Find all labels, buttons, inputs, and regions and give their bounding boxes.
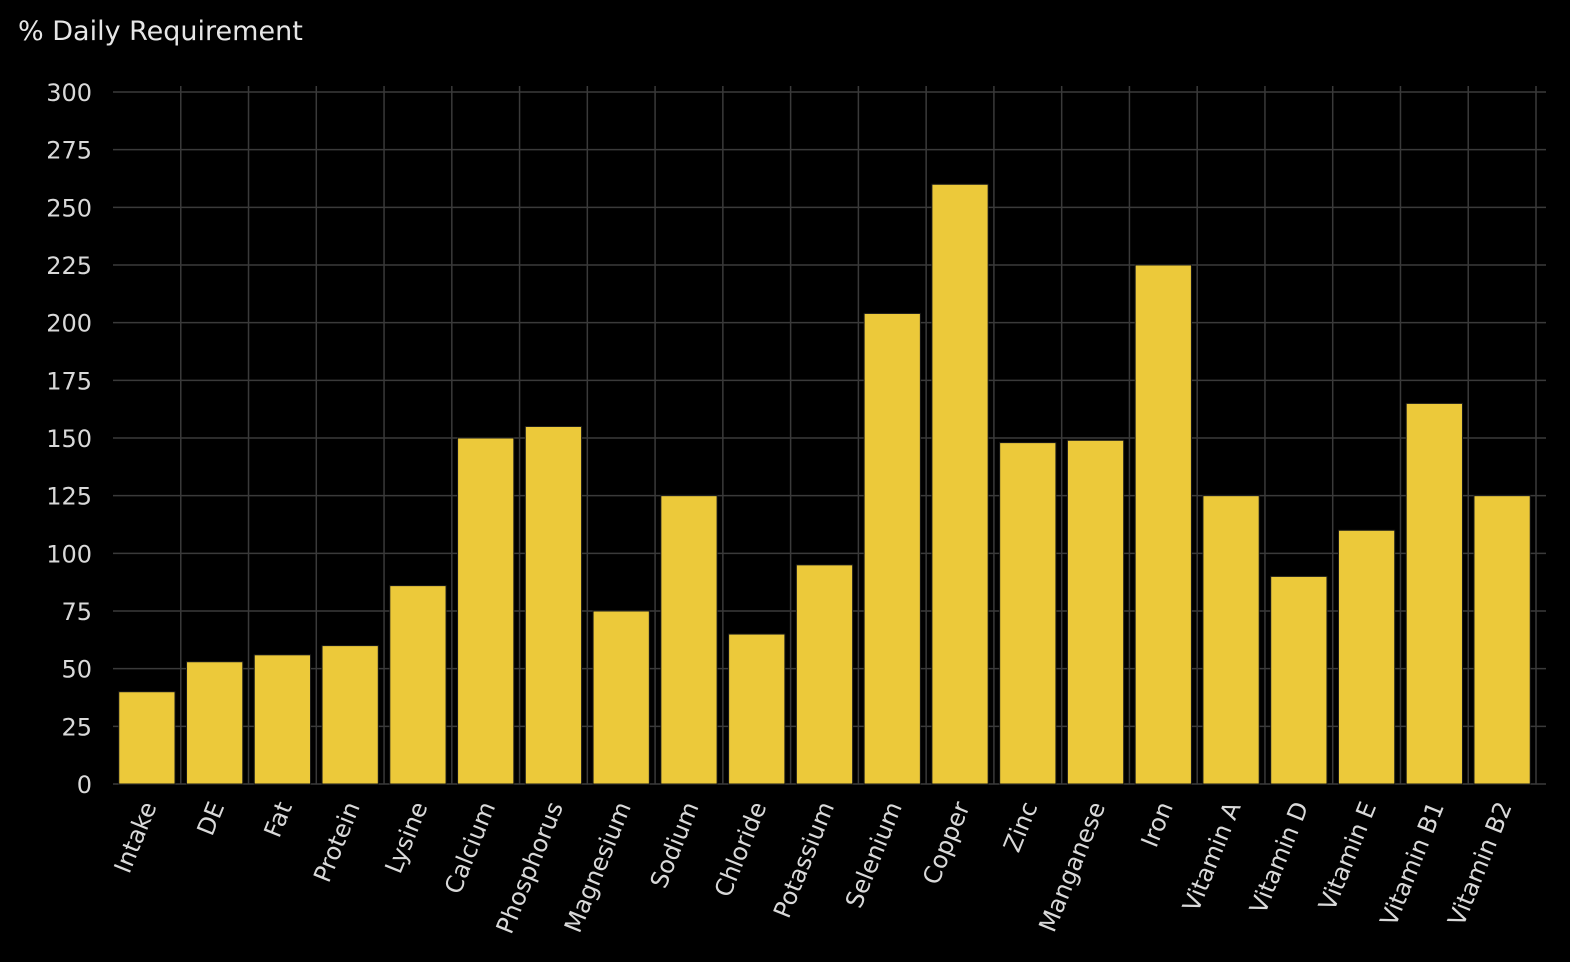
x-tick-label: Potassium — [768, 798, 840, 922]
x-tick-label: Vitamin E — [1313, 798, 1382, 915]
x-tick-label: Zinc — [998, 798, 1043, 856]
bars — [118, 183, 1531, 785]
y-tick-label: 25 — [61, 713, 92, 741]
x-tick-label: Vitamin D — [1244, 798, 1314, 918]
bar-protein — [321, 645, 379, 785]
bar-manganese — [1066, 439, 1125, 785]
bar-magnesium — [592, 610, 650, 785]
bar-phosphorus — [524, 425, 583, 785]
y-tick-label: 150 — [46, 425, 92, 453]
x-tick-label: Intake — [109, 798, 163, 877]
x-tick-label: Sodium — [645, 798, 705, 892]
x-tick-label: Vitamin B1 — [1375, 798, 1450, 930]
x-category-labels: Intake DE Fat Protein Lysine CalciumPhosphoru… — [109, 797, 1518, 937]
x-tick-label: Iron — [1136, 798, 1179, 851]
bar-iron — [1134, 264, 1192, 785]
x-tick-label: Calcium — [439, 798, 501, 898]
bar-vitamin-a — [1202, 495, 1260, 785]
y-tick-label: 50 — [61, 656, 92, 684]
bar-potassium — [795, 564, 854, 785]
bar-vitamin-d — [1270, 575, 1328, 785]
bar-intake — [118, 691, 176, 785]
x-tick-label: Lysine — [380, 798, 434, 878]
bar-fat — [253, 654, 312, 785]
bar-zinc — [999, 442, 1057, 785]
x-tick-label: Copper — [917, 798, 975, 889]
grid — [113, 86, 1546, 785]
y-tick-label: 300 — [46, 79, 92, 107]
y-tick-label: 275 — [46, 137, 92, 165]
bar-de — [186, 661, 244, 785]
x-tick-label: Chloride — [709, 798, 772, 901]
bar-calcium — [457, 437, 515, 785]
x-tick-label: Magnesium — [559, 798, 637, 937]
y-axis-title: % Daily Requirement — [18, 16, 303, 47]
x-tick-label: Manganese — [1034, 798, 1112, 936]
bar-chloride — [728, 633, 786, 785]
y-tick-labels: 0 25 50 75 100 125 150 175 200 225 250 275 300 — [46, 79, 92, 799]
x-tick-label: Vitamin A — [1177, 797, 1247, 916]
x-tick-label: Phosphorus — [491, 798, 569, 938]
y-tick-label: 75 — [61, 598, 92, 626]
bar-copper — [931, 183, 989, 785]
x-tick-label: Selenium — [840, 798, 908, 912]
y-tick-label: 0 — [77, 771, 92, 799]
bar-vitamin-b1 — [1405, 402, 1463, 785]
y-tick-label: 225 — [46, 252, 92, 280]
y-tick-label: 250 — [46, 194, 92, 222]
x-tick-label: Vitamin B2 — [1443, 798, 1518, 930]
x-tick-label: Fat — [259, 798, 298, 842]
y-tick-label: 125 — [46, 483, 92, 511]
x-tick-label: Protein — [308, 798, 365, 887]
y-tick-label: 100 — [46, 540, 92, 568]
x-tick-label: DE — [192, 798, 231, 840]
y-tick-label: 200 — [46, 310, 92, 338]
bar-sodium — [660, 495, 718, 785]
bar-lysine — [389, 585, 447, 785]
bar-vitamin-e — [1337, 529, 1396, 785]
bar-vitamin-b2 — [1473, 495, 1531, 785]
y-tick-label: 175 — [46, 367, 92, 395]
bar-selenium — [863, 312, 921, 785]
